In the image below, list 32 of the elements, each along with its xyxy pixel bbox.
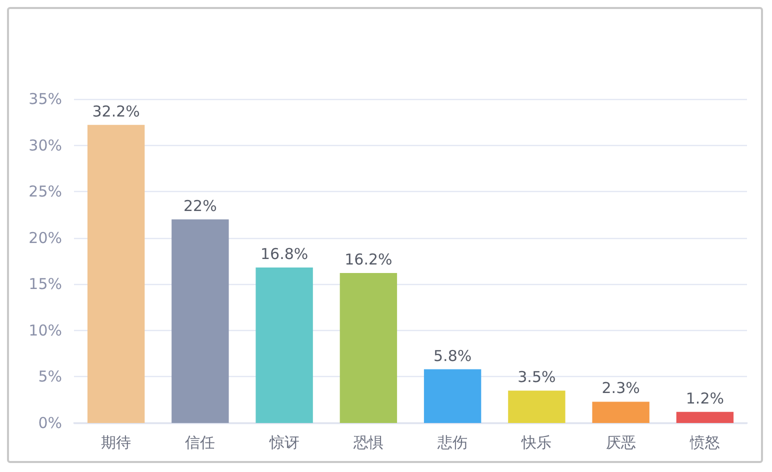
y-tick-label: 30%: [28, 136, 62, 154]
data-label: 22%: [184, 196, 217, 215]
bar: [424, 369, 482, 423]
bar: [87, 124, 145, 423]
y-tick-label: 25%: [28, 182, 62, 201]
x-tick-label: 厌恶: [606, 434, 636, 452]
y-tick-label: 0%: [38, 414, 62, 432]
data-label: 32.2%: [92, 102, 140, 120]
y-tick-label: 35%: [28, 90, 62, 108]
x-tick-label: 恐惧: [352, 434, 384, 452]
data-label: 2.3%: [602, 379, 640, 398]
bar: [172, 219, 229, 423]
data-label: 16.8%: [260, 244, 308, 263]
bar: [676, 412, 734, 423]
y-tick-label: 20%: [28, 228, 62, 247]
x-tick-label: 愤怒: [688, 434, 720, 452]
y-tick-label: 15%: [28, 275, 62, 294]
data-label: 5.8%: [434, 346, 472, 365]
y-tick-label: 5%: [38, 368, 62, 386]
data-label: 3.5%: [518, 368, 556, 386]
x-tick-label: 信任: [185, 434, 216, 452]
data-label: 16.2%: [344, 250, 392, 269]
bar: [256, 267, 313, 423]
bar: [508, 390, 566, 423]
bar: [340, 273, 398, 423]
x-tick-label: 悲伤: [436, 434, 468, 452]
bar: [592, 402, 650, 423]
x-tick-label: 期待: [101, 434, 132, 452]
data-label: 1.2%: [686, 389, 724, 408]
y-tick-label: 10%: [28, 321, 62, 340]
x-tick-label: 快乐: [520, 434, 552, 452]
x-tick-label: 惊讶: [268, 434, 300, 452]
